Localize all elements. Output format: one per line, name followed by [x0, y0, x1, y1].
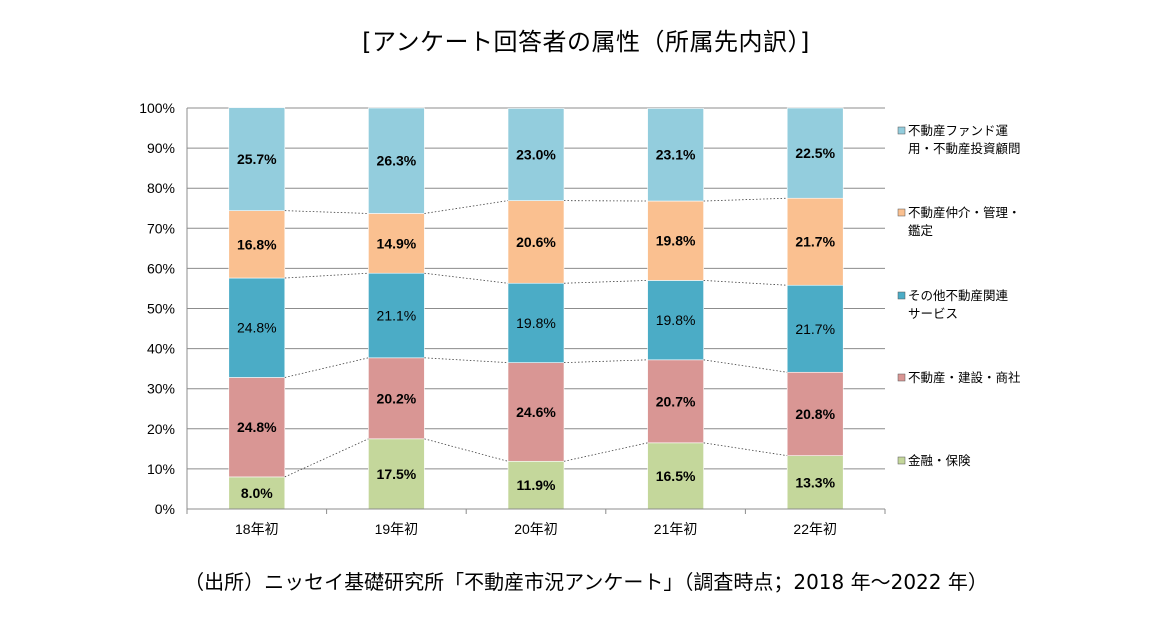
data-label: 24.8% — [237, 419, 277, 435]
y-tick-label: 60% — [147, 260, 175, 276]
data-label: 20.8% — [795, 406, 835, 422]
data-label: 17.5% — [377, 466, 417, 482]
data-label: 14.9% — [377, 235, 417, 251]
y-tick-label: 50% — [147, 301, 175, 317]
data-label: 19.8% — [656, 233, 696, 249]
bar-segment — [507, 108, 565, 201]
bar-segment — [786, 371, 844, 456]
x-tick-label: 21年初 — [654, 521, 698, 537]
legend-label: 不動産・建設・商社 — [908, 370, 1021, 385]
data-label: 24.8% — [237, 320, 277, 336]
legend-swatch — [897, 291, 906, 300]
y-tick-label: 0% — [155, 501, 175, 517]
bar-segment — [507, 362, 565, 462]
legend-swatch — [897, 456, 906, 465]
series-line — [424, 357, 509, 364]
legend-label: 鑑定 — [908, 223, 933, 238]
bar-segment — [368, 213, 425, 274]
data-label: 26.3% — [377, 153, 417, 169]
legend-label: 用・不動産投資顧問 — [908, 141, 1021, 156]
legend-swatch — [897, 126, 906, 135]
series-line — [284, 438, 369, 478]
series-line — [563, 359, 648, 364]
data-label: 19.8% — [516, 315, 556, 331]
data-label: 20.6% — [516, 234, 556, 250]
y-tick-label: 40% — [147, 341, 175, 357]
series-line — [703, 280, 788, 286]
bar-segment — [368, 107, 425, 214]
series-line — [284, 357, 369, 378]
data-labels: 8.0% 17.5% 11.9% 16.5% 13.3% 24.8% 20.2% 24.6% 2… — [237, 145, 836, 501]
bar-segment — [786, 284, 844, 373]
data-label: 8.0% — [241, 485, 273, 501]
y-tick-label: 100% — [139, 100, 175, 116]
data-label: 24.6% — [516, 404, 556, 420]
series-line — [563, 442, 648, 462]
legend-swatch — [897, 373, 906, 382]
bar-segment — [647, 108, 704, 202]
data-label: 13.3% — [795, 474, 835, 490]
data-label: 19.8% — [656, 312, 696, 328]
bar-segment — [368, 438, 425, 510]
legend-label: 不動産ファンド運 — [908, 123, 1009, 138]
data-label: 21.1% — [377, 308, 417, 324]
bar-segment — [228, 476, 286, 510]
x-tick-label: 18年初 — [235, 521, 279, 537]
bar-segment — [507, 460, 565, 510]
axes: 0% 10% 20% 30% 40% 50% 60% 70% 80% 90% 100% 18年初 19年… — [139, 100, 886, 537]
data-label: 16.5% — [656, 468, 696, 484]
data-label: 16.8% — [237, 236, 277, 252]
bar-segment — [786, 107, 844, 199]
bar-segment — [786, 455, 844, 510]
series-line — [424, 200, 509, 214]
legend-label: その他不動産関連 — [908, 288, 1009, 303]
data-label: 21.7% — [795, 234, 835, 250]
series-line — [563, 280, 648, 284]
x-tick-label: 22年初 — [793, 521, 837, 537]
series-line — [703, 442, 788, 457]
y-tick-label: 20% — [147, 421, 175, 437]
x-tick-label: 19年初 — [375, 521, 419, 537]
legend-label: 不動産仲介・管理・ — [908, 205, 1021, 220]
series-line — [284, 272, 369, 279]
data-label: 23.0% — [516, 147, 556, 163]
bar-segment — [647, 359, 704, 444]
series-line — [424, 272, 509, 284]
legend-swatch — [897, 208, 906, 217]
bar-stacks — [228, 107, 844, 510]
bar-segment — [507, 282, 565, 363]
y-tick-label: 30% — [147, 381, 175, 397]
y-tick-label: 70% — [147, 220, 175, 236]
source-note: （出所）ニッセイ基礎研究所「不動産市況アンケート」（調査時点；2018 年～20… — [184, 570, 988, 594]
x-tick-label: 20年初 — [514, 521, 558, 537]
legend-label: サービス — [908, 306, 958, 321]
data-label: 20.7% — [656, 393, 696, 409]
series-line — [424, 438, 509, 462]
bar-segment — [507, 200, 565, 284]
y-tick-label: 10% — [147, 461, 175, 477]
data-label: 20.2% — [377, 390, 417, 406]
bar-segment — [368, 272, 425, 359]
data-label: 22.5% — [795, 145, 835, 161]
bar-segment — [228, 107, 286, 211]
legend-label: 金融・保険 — [908, 453, 971, 468]
series-line — [703, 359, 788, 373]
data-label: 11.9% — [517, 477, 556, 493]
series-connector-lines — [284, 197, 788, 478]
series-line — [284, 210, 369, 214]
bar-segment — [228, 377, 286, 478]
data-label: 25.7% — [237, 151, 277, 167]
legend: 不動産ファンド運用・不動産投資顧問不動産仲介・管理・鑑定その他不動産関連サービス… — [897, 123, 1021, 468]
series-line — [703, 197, 788, 202]
chart-title: [アンケート回答者の属性（所属先内訳）] — [362, 28, 810, 56]
bar-segment — [647, 280, 704, 361]
y-tick-label: 90% — [147, 140, 175, 156]
bar-segment — [368, 357, 425, 440]
data-label: 21.7% — [795, 321, 835, 337]
data-label: 23.1% — [656, 147, 696, 163]
bar-segment — [786, 197, 844, 286]
y-tick-label: 80% — [147, 180, 175, 196]
bar-segment — [228, 210, 286, 279]
